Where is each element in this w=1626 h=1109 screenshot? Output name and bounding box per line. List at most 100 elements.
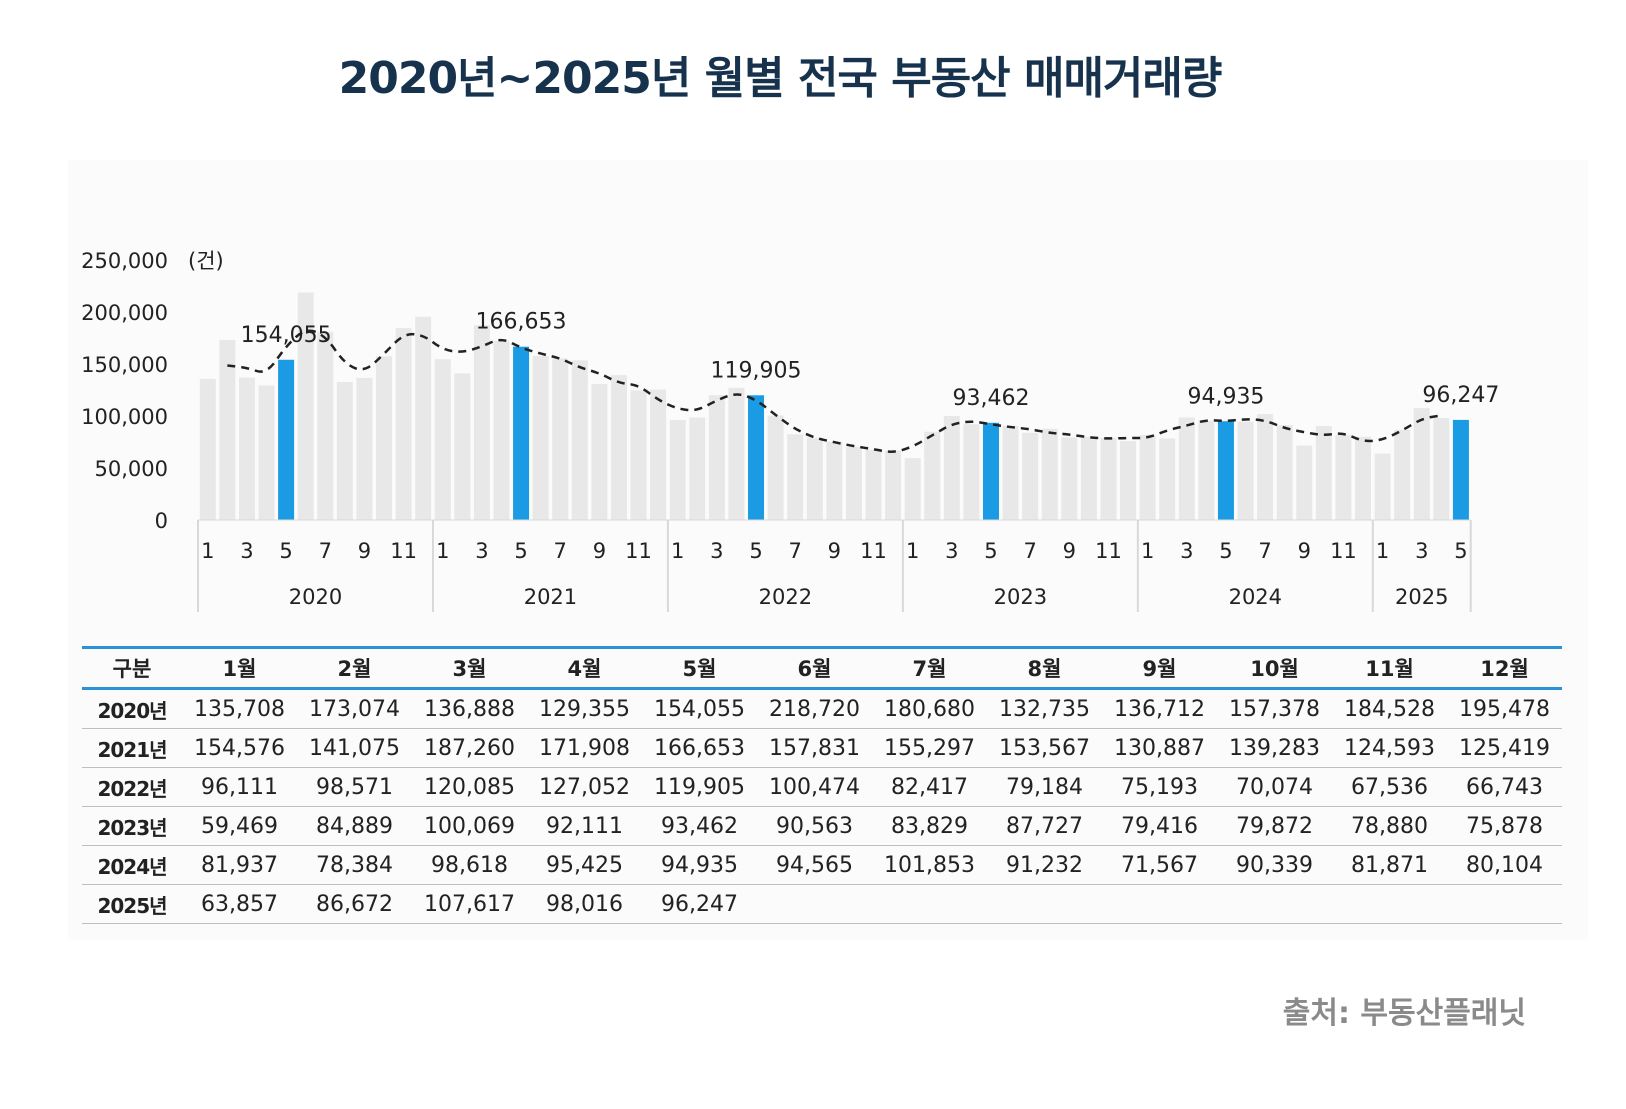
table-cell: 184,528 bbox=[1332, 688, 1447, 729]
bar bbox=[493, 341, 510, 520]
table-header-month: 5월 bbox=[642, 646, 757, 690]
table-cell: 80,104 bbox=[1447, 845, 1562, 885]
bar bbox=[1080, 436, 1097, 520]
x-tick-label: 11 bbox=[860, 539, 887, 563]
table-cell: 154,576 bbox=[182, 728, 297, 768]
highlight-bar bbox=[1452, 419, 1469, 520]
table-cell: 71,567 bbox=[1102, 845, 1217, 885]
table-cell: 95,425 bbox=[527, 845, 642, 885]
table-cell: 107,617 bbox=[412, 884, 527, 924]
bar bbox=[689, 417, 706, 520]
x-tick-label: 3 bbox=[945, 539, 958, 563]
bar bbox=[669, 420, 686, 520]
table-row-year: 2020년 bbox=[82, 688, 182, 729]
table-cell: 136,712 bbox=[1102, 688, 1217, 729]
x-tick-label: 1 bbox=[1141, 539, 1154, 563]
table-cell: 136,888 bbox=[412, 688, 527, 729]
x-tick-label: 1 bbox=[906, 539, 919, 563]
bar bbox=[1315, 426, 1332, 520]
table-cell bbox=[872, 884, 987, 924]
bar bbox=[1374, 453, 1391, 520]
x-tick-label: 1 bbox=[671, 539, 684, 563]
bar bbox=[885, 450, 902, 520]
x-tick-label: 9 bbox=[593, 539, 606, 563]
table-cell: 130,887 bbox=[1102, 728, 1217, 768]
table-cell bbox=[757, 884, 872, 924]
highlight-bar bbox=[513, 346, 530, 520]
chart-title: 2020년~2025년 월별 전국 부동산 매매거래량 bbox=[338, 53, 1223, 104]
bar bbox=[238, 377, 255, 520]
bar bbox=[943, 415, 960, 520]
table-row: 2024년 81,937 78,384 98,618 95,425 94,935 94,56… bbox=[82, 845, 1562, 885]
bar bbox=[1120, 441, 1137, 520]
table-cell: 79,416 bbox=[1102, 806, 1217, 846]
y-tick-label: 200,000 bbox=[81, 301, 168, 325]
bar bbox=[1296, 445, 1313, 520]
table-cell: 90,563 bbox=[757, 806, 872, 846]
x-tick-label: 3 bbox=[475, 539, 488, 563]
bar bbox=[591, 383, 608, 520]
bar bbox=[1041, 428, 1058, 520]
highlight-bar bbox=[1217, 421, 1234, 520]
table-row-year: 2022년 bbox=[82, 767, 182, 807]
x-tick-label: 7 bbox=[1023, 539, 1036, 563]
bar bbox=[356, 377, 373, 520]
table-cell: 166,653 bbox=[642, 728, 757, 768]
bar bbox=[376, 356, 393, 520]
table-cell: 66,743 bbox=[1447, 767, 1562, 807]
x-year-label: 2021 bbox=[524, 585, 577, 609]
x-tick-label: 3 bbox=[1180, 539, 1193, 563]
bar bbox=[552, 358, 569, 520]
table-cell: 98,571 bbox=[297, 767, 412, 807]
table-cell: 187,260 bbox=[412, 728, 527, 768]
bar bbox=[473, 325, 490, 520]
bar bbox=[806, 437, 823, 520]
table-cell: 78,880 bbox=[1332, 806, 1447, 846]
x-tick-label: 5 bbox=[514, 539, 527, 563]
table-cell: 82,417 bbox=[872, 767, 987, 807]
x-tick-label: 1 bbox=[436, 539, 449, 563]
bar bbox=[415, 316, 432, 520]
table-header-month: 10월 bbox=[1217, 646, 1332, 690]
data-label: 154,055 bbox=[241, 323, 332, 348]
table-cell: 93,462 bbox=[642, 806, 757, 846]
table-row-year: 2025년 bbox=[82, 884, 182, 924]
data-label: 166,653 bbox=[476, 310, 567, 335]
table-cell: 155,297 bbox=[872, 728, 987, 768]
table-header-month: 8월 bbox=[987, 646, 1102, 690]
table-cell: 153,567 bbox=[987, 728, 1102, 768]
x-year-label: 2024 bbox=[1229, 585, 1282, 609]
table-cell: 127,052 bbox=[527, 767, 642, 807]
table-row: 2022년 96,111 98,571 120,085 127,052 119,905 10… bbox=[82, 767, 1562, 807]
table-cell: 195,478 bbox=[1447, 688, 1562, 729]
bar bbox=[1061, 437, 1078, 520]
x-tick-label: 11 bbox=[625, 539, 652, 563]
data-label: 93,462 bbox=[952, 386, 1029, 411]
bar bbox=[1433, 418, 1450, 520]
x-tick-label: 5 bbox=[1454, 539, 1467, 563]
table-cell: 75,878 bbox=[1447, 806, 1562, 846]
bar bbox=[199, 378, 216, 520]
x-tick-label: 5 bbox=[749, 539, 762, 563]
x-tick-label: 5 bbox=[279, 539, 292, 563]
source-note: 출처: 부동산플래닛 bbox=[1282, 996, 1526, 1031]
table-cell: 139,283 bbox=[1217, 728, 1332, 768]
table-header-month: 6월 bbox=[757, 646, 872, 690]
table-header-month: 9월 bbox=[1102, 646, 1217, 690]
table-cell: 79,184 bbox=[987, 767, 1102, 807]
bar bbox=[1139, 434, 1156, 520]
data-label: 119,905 bbox=[711, 358, 802, 383]
table-cell: 67,536 bbox=[1332, 767, 1447, 807]
table-cell: 132,735 bbox=[987, 688, 1102, 729]
x-year-label: 2023 bbox=[994, 585, 1047, 609]
table-cell: 171,908 bbox=[527, 728, 642, 768]
bar bbox=[1335, 434, 1352, 520]
highlight-bar bbox=[278, 359, 295, 520]
bar bbox=[826, 441, 843, 520]
bar bbox=[1159, 438, 1176, 520]
table-cell: 81,871 bbox=[1332, 845, 1447, 885]
table-cell: 125,419 bbox=[1447, 728, 1562, 768]
table-cell: 94,935 bbox=[642, 845, 757, 885]
table-row: 2021년 154,576 141,075 187,260 171,908 166,653… bbox=[82, 728, 1562, 768]
